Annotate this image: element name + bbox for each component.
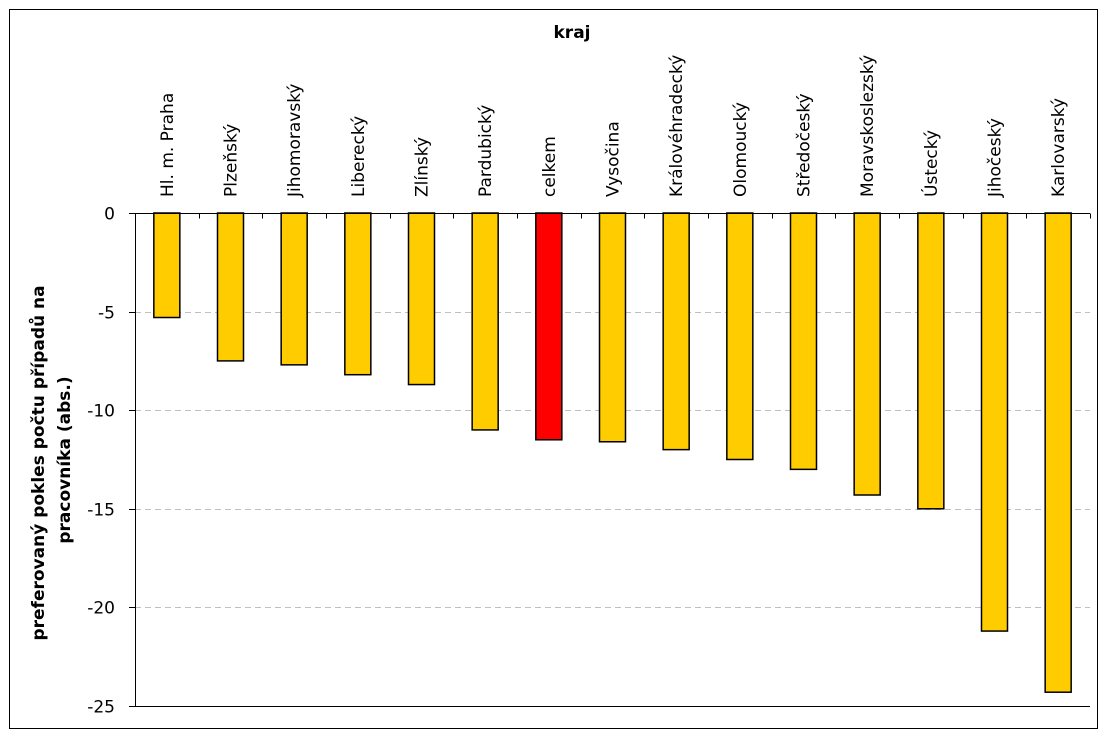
category-labels: Hl. m. Praha Plzeňský Jihomoravský Libereck…	[158, 55, 1069, 198]
category-label: Pardubický	[476, 105, 496, 197]
bars	[153, 212, 1072, 693]
y-tick-label: -25	[87, 698, 115, 718]
category-label: Středočeský	[795, 93, 815, 197]
bar	[344, 212, 372, 376]
y-tick-labels: 0 -5 -10 -15 -20 -25	[87, 205, 115, 718]
bar	[853, 212, 881, 496]
y-tick-label: -10	[87, 402, 115, 422]
y-tick-label: -15	[87, 501, 115, 521]
category-label: Jihočeský	[986, 118, 1006, 198]
bar	[153, 212, 181, 319]
bar	[726, 212, 754, 461]
category-label: Hl. m. Praha	[158, 93, 178, 197]
category-label: Vysočina	[604, 121, 624, 197]
category-label: Olomoucký	[731, 102, 751, 197]
category-label: Moravskoslezský	[858, 55, 878, 197]
bar	[535, 212, 563, 441]
bar	[662, 212, 690, 451]
category-label: Jihomoravský	[285, 84, 305, 199]
bar	[471, 212, 499, 431]
bar	[407, 212, 436, 386]
bar	[216, 212, 245, 362]
category-label: Královéhradecký	[667, 55, 687, 197]
category-label: celkem	[540, 136, 560, 197]
category-label: Ústecký	[920, 130, 942, 197]
x-axis-title: kraj	[554, 23, 591, 43]
y-axis-title-line-2: pracovníka (abs.)	[55, 376, 75, 543]
y-axis-title: preferovaný pokles počtu případů na prac…	[27, 279, 75, 640]
bar	[917, 212, 945, 510]
bar	[598, 212, 627, 443]
y-tick-label: 0	[104, 205, 115, 225]
bar	[280, 212, 308, 366]
y-tick-label: -20	[87, 599, 115, 619]
bar	[789, 212, 818, 471]
category-label: Zlínský	[413, 137, 433, 197]
bar	[980, 212, 1009, 632]
category-label: Plzeňský	[222, 124, 242, 197]
category-label: Liberecký	[349, 116, 369, 197]
axes	[129, 213, 1091, 707]
bar	[1044, 212, 1072, 693]
y-axis-title-line-1: preferovaný pokles počtu případů na	[27, 285, 49, 640]
category-label: Karlovarský	[1049, 98, 1069, 197]
y-tick-label: -5	[98, 304, 115, 324]
